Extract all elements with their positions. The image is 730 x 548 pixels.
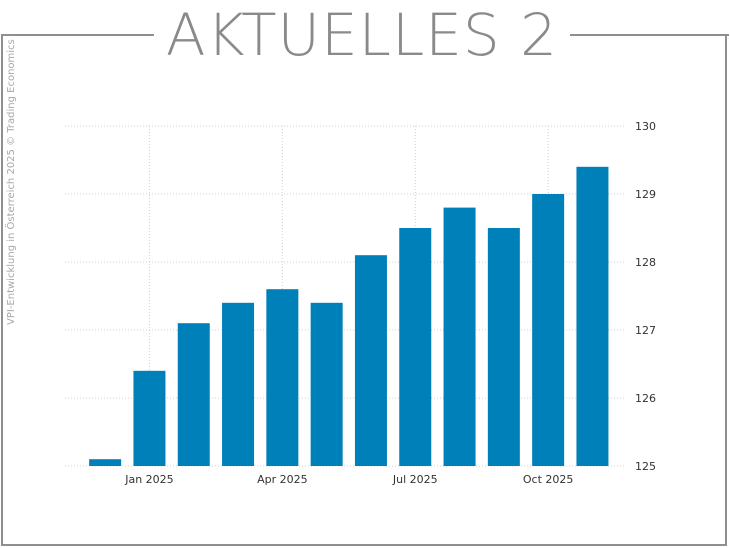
x-tick-label: Apr 2025 — [257, 473, 308, 486]
y-tick-label: 127 — [635, 324, 656, 337]
y-tick-label: 130 — [635, 120, 656, 133]
chart-frame — [1, 35, 727, 546]
x-tick-label: Jul 2025 — [392, 473, 438, 486]
bar — [89, 459, 122, 466]
x-tick-label: Oct 2025 — [523, 473, 574, 486]
bar — [222, 302, 255, 466]
bar — [399, 228, 432, 466]
bar — [443, 207, 476, 466]
bar — [354, 255, 387, 466]
bar — [310, 302, 343, 466]
bar — [266, 289, 299, 466]
bar — [576, 166, 609, 467]
frame-top-right — [570, 34, 729, 36]
y-tick-label: 129 — [635, 188, 656, 201]
frame-top-left — [1, 34, 154, 36]
bar — [532, 194, 565, 466]
y-tick-label: 128 — [635, 256, 656, 269]
bar — [133, 370, 166, 466]
y-tick-label: 126 — [635, 392, 656, 405]
x-tick-label: Jan 2025 — [124, 473, 173, 486]
bar — [177, 323, 210, 466]
y-tick-label: 125 — [635, 460, 656, 473]
page-title: AKTUELLES 2 — [165, 1, 559, 69]
bar — [487, 228, 520, 466]
